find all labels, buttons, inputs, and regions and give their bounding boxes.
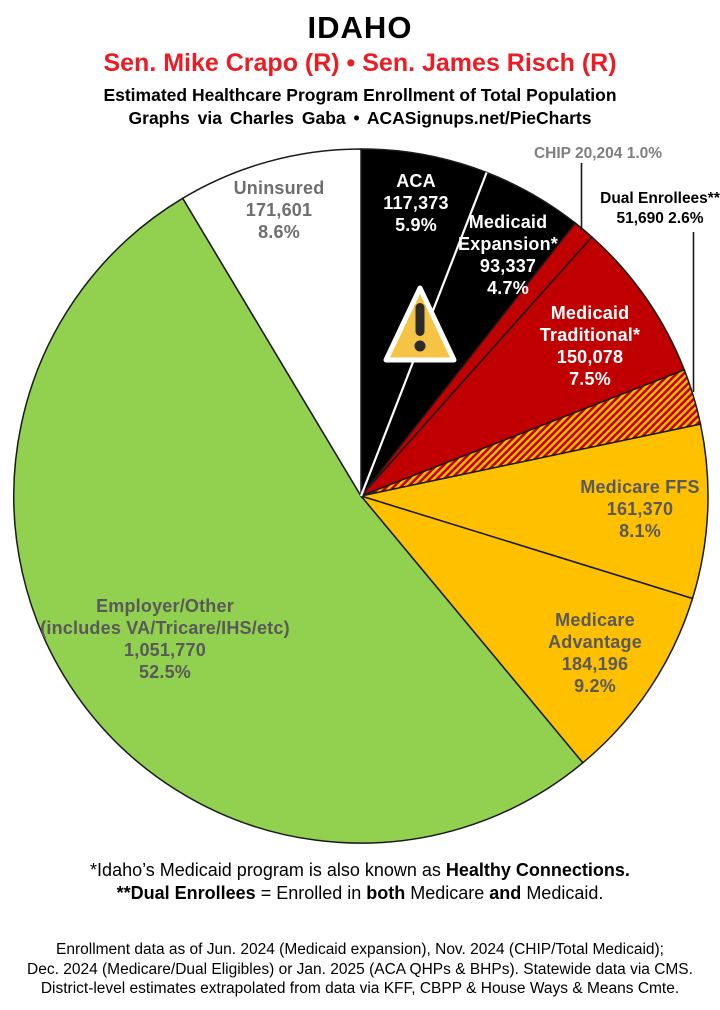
slice-label-medicaid-expansion: Medicaid Expansion* 93,337 4.7% (457, 212, 559, 298)
slice-label-medicaid-traditional: Medicaid Traditional* 150,078 7.5% (539, 303, 641, 389)
slice-label-uninsured: Uninsured 171,601 8.6% (233, 178, 325, 242)
pie-slice-employer-other (13, 197, 584, 844)
pie-slice-uninsured (181, 148, 362, 499)
source-note-line3: District-level estimates extrapolated fr… (40, 980, 680, 997)
chart-credit: Graphs via Charles Gaba • ACASignups.net… (128, 108, 592, 128)
pie-slice-medicaid-traditional (360, 235, 686, 497)
warning-icon (383, 285, 457, 363)
slice-label-aca: ACA 117,373 5.9% (383, 171, 449, 235)
page-title: IDAHO (307, 10, 413, 45)
slice-label-medicare-ffs: Medicare FFS 161,370 8.1% (580, 477, 700, 541)
source-note-line1: Enrollment data as of Jun. 2024 (Medicai… (56, 941, 664, 958)
pie-slice-medicare-advantage (358, 494, 694, 764)
pie-chart (13, 148, 709, 844)
chip-callout: CHIP 20,204 1.0% (533, 145, 663, 162)
pie-slices (13, 148, 709, 844)
dual-enrollees-callout: Dual Enrollees** 51,690 2.6% (600, 190, 720, 227)
slice-label-employer-other: Employer/Other (includes VA/Tricare/IHS/… (40, 596, 290, 682)
chart-subtitle: Estimated Healthcare Program Enrollment … (103, 85, 617, 105)
pie-slice-medicare-ffs (358, 423, 709, 600)
source-note: Enrollment data as of Jun. 2024 (Medicai… (0, 940, 720, 999)
footnote-medicaid: *Idaho’s Medicaid program is also known … (90, 860, 630, 880)
senators-line: Sen. Mike Crapo (R) • Sen. James Risch (… (103, 49, 617, 77)
footnote-dual-enrollees: **Dual Enrollees = Enrolled in both Medi… (116, 883, 604, 903)
source-note-line2: Dec. 2024 (Medicare/Dual Eligibles) or J… (27, 960, 693, 978)
slice-label-medicare-advantage: Medicare Advantage 184,196 9.2% (548, 610, 642, 696)
